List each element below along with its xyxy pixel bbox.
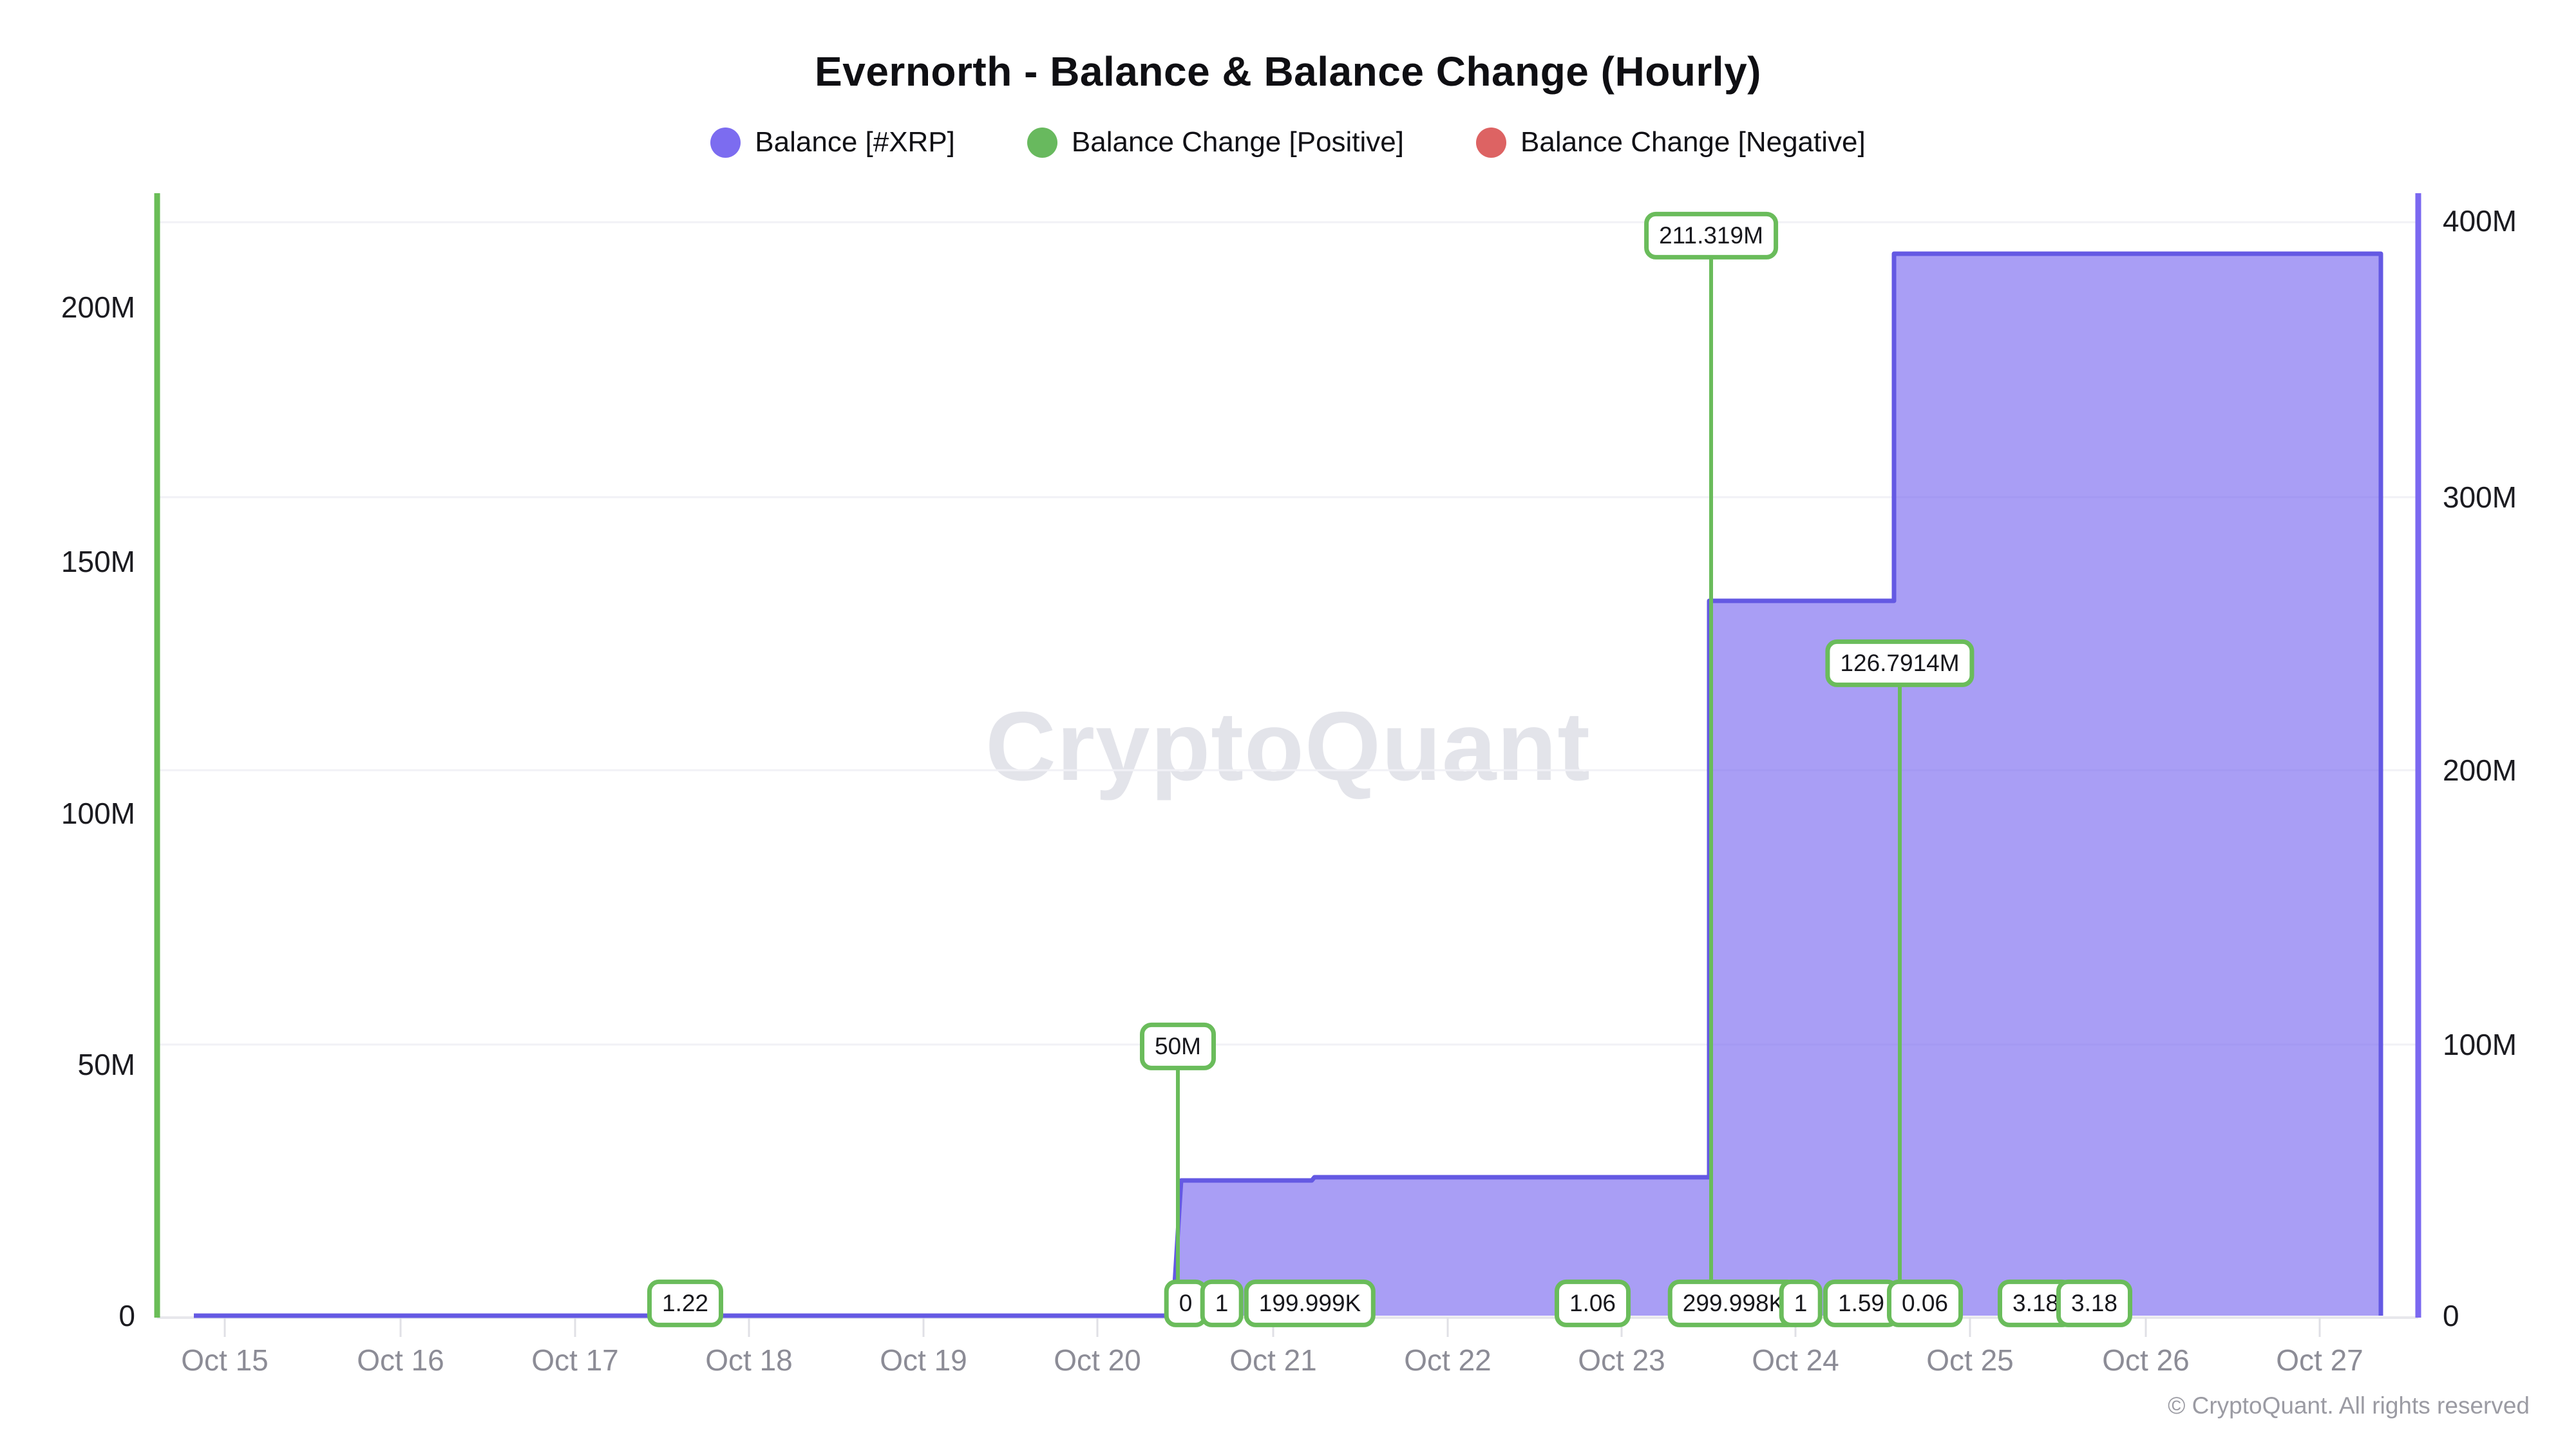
copyright-footer: © CryptoQuant. All rights reserved bbox=[2168, 1392, 2530, 1419]
right-axis-tick-label: 400M bbox=[2443, 204, 2517, 238]
balance-change-annotation: 0.06 bbox=[1886, 1279, 1964, 1328]
legend-dot-icon bbox=[710, 127, 741, 158]
balance-change-annotation: 1.59 bbox=[1823, 1279, 1900, 1328]
x-axis-tick-label: Oct 24 bbox=[1752, 1343, 1839, 1377]
x-axis-tick-label: Oct 27 bbox=[2276, 1343, 2363, 1377]
balance-change-annotation: 50M bbox=[1140, 1022, 1216, 1071]
legend-item-label: Balance Change [Positive] bbox=[1071, 126, 1405, 158]
x-axis-tick-label: Oct 26 bbox=[2102, 1343, 2190, 1377]
x-axis-tick-label: Oct 20 bbox=[1054, 1343, 1141, 1377]
x-axis-tick-label: Oct 15 bbox=[181, 1343, 269, 1377]
x-axis-tick-label: Oct 23 bbox=[1578, 1343, 1665, 1377]
legend-dot-icon bbox=[1027, 127, 1057, 158]
balance-change-annotation: 126.7914M bbox=[1825, 639, 1975, 688]
left-axis-tick-label: 50M bbox=[77, 1048, 135, 1081]
right-axis-tick-label: 100M bbox=[2443, 1028, 2517, 1061]
balance-change-annotation: 1 bbox=[1200, 1279, 1244, 1328]
legend-dot-icon bbox=[1476, 127, 1507, 158]
balance-change-annotation: 1.06 bbox=[1554, 1279, 1631, 1328]
left-axis-tick-label: 100M bbox=[61, 797, 135, 830]
x-axis-tick-label: Oct 17 bbox=[531, 1343, 619, 1377]
legend-item[interactable]: Balance Change [Positive] bbox=[1027, 126, 1404, 158]
legend: Balance [#XRP] Balance Change [Positive] B… bbox=[0, 126, 2576, 158]
balance-change-annotation: 0 bbox=[1164, 1279, 1208, 1328]
legend-item[interactable]: Balance Change [Negative] bbox=[1476, 126, 1866, 158]
left-axis-tick-label: 0 bbox=[118, 1299, 135, 1332]
cryptoquant-watermark: CryptoQuant bbox=[985, 692, 1591, 801]
legend-item[interactable]: Balance [#XRP] bbox=[710, 126, 955, 158]
x-axis-tick-label: Oct 21 bbox=[1229, 1343, 1317, 1377]
balance-change-annotation: 1.22 bbox=[647, 1279, 724, 1328]
left-axis-tick-label: 150M bbox=[61, 545, 135, 578]
chart-title: Evernorth - Balance & Balance Change (Ho… bbox=[815, 48, 1761, 95]
balance-change-annotation: 211.319M bbox=[1644, 211, 1778, 260]
x-axis-tick-label: Oct 25 bbox=[1926, 1343, 2014, 1377]
right-axis-tick-label: 300M bbox=[2443, 480, 2517, 514]
x-axis-tick-label: Oct 18 bbox=[705, 1343, 793, 1377]
left-axis-tick-label: 200M bbox=[61, 290, 135, 324]
right-axis-tick-label: 200M bbox=[2443, 753, 2517, 787]
legend-item-label: Balance [#XRP] bbox=[755, 126, 955, 158]
legend-item-label: Balance Change [Negative] bbox=[1520, 126, 1866, 158]
x-axis-tick-label: Oct 16 bbox=[357, 1343, 444, 1377]
right-axis-tick-label: 0 bbox=[2443, 1299, 2459, 1332]
balance-change-annotation: 1 bbox=[1779, 1279, 1823, 1328]
x-axis-tick-label: Oct 19 bbox=[880, 1343, 967, 1377]
x-axis-tick-label: Oct 22 bbox=[1404, 1343, 1492, 1377]
balance-area-fill bbox=[194, 254, 2381, 1316]
balance-change-annotation: 3.18 bbox=[2056, 1279, 2133, 1328]
balance-change-annotation: 199.999K bbox=[1244, 1279, 1376, 1328]
